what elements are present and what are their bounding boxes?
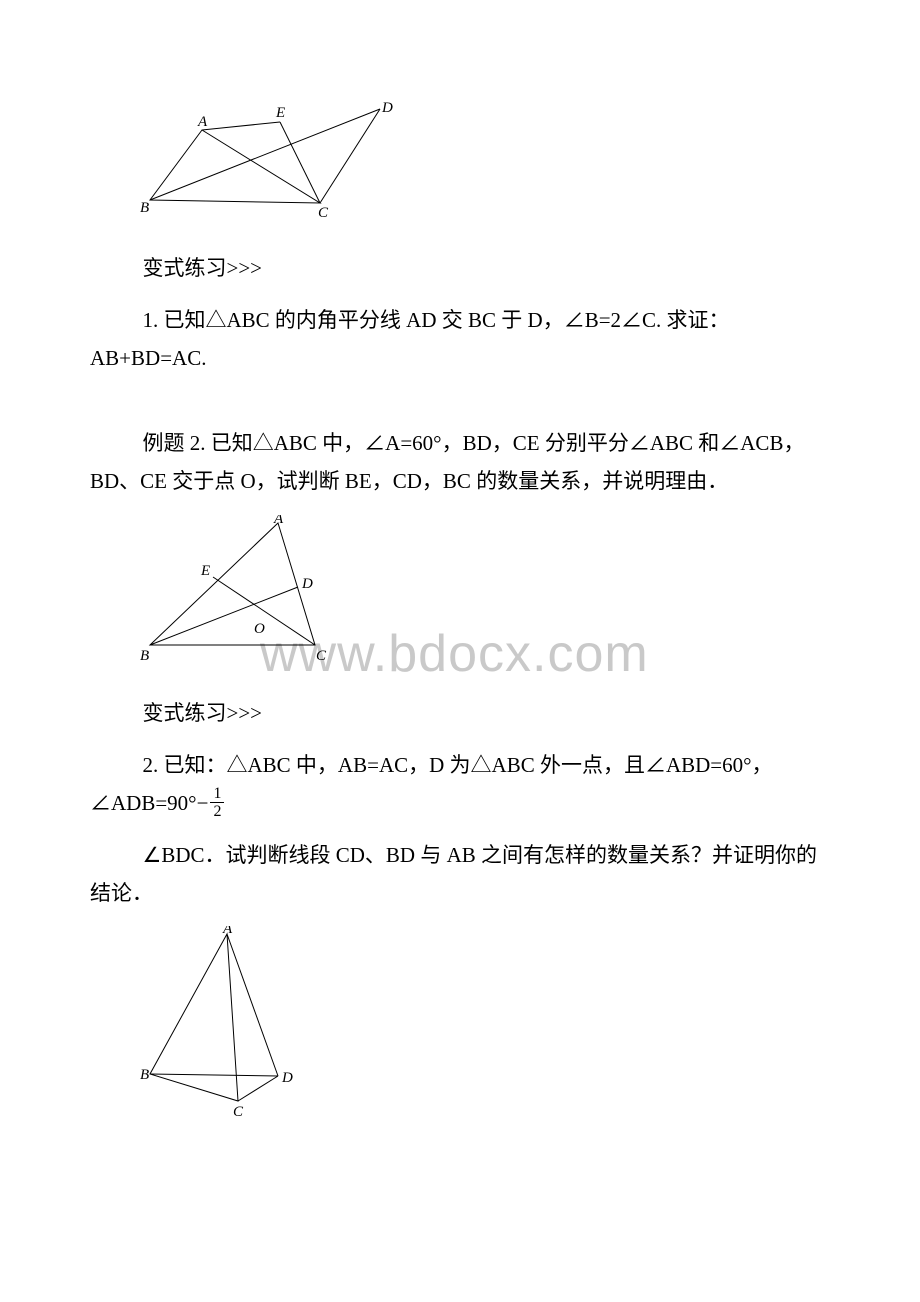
figure-2: A B C D E O <box>140 515 830 665</box>
label-c: C <box>318 205 329 220</box>
label-b2: B <box>140 648 149 664</box>
fraction-num: 1 <box>210 785 224 804</box>
section2-heading: 变式练习>>> <box>90 695 830 733</box>
fraction-den: 2 <box>210 803 224 821</box>
label-d3: D <box>281 1070 293 1086</box>
label-c3: C <box>233 1104 244 1116</box>
label-e2: E <box>200 563 210 579</box>
figure-3: A B C D <box>140 926 830 1116</box>
label-e: E <box>275 105 285 121</box>
label-a2: A <box>273 515 284 527</box>
example2-text: 例题 2. 已知△ABC 中，∠A=60°，BD，CE 分别平分∠ABC 和∠A… <box>90 425 830 501</box>
problem2-part1: 2. 已知：△ABC 中，AB=AC，D 为△ABC 外一点，且∠ABD=60°… <box>90 753 773 815</box>
label-a: A <box>197 114 208 130</box>
label-b: B <box>140 200 149 216</box>
fraction-half: 12 <box>210 785 224 821</box>
label-d: D <box>381 100 393 116</box>
label-c2: C <box>316 648 327 664</box>
label-a3: A <box>222 926 233 937</box>
label-b3: B <box>140 1067 149 1083</box>
figure-1: A B C D E <box>140 100 830 220</box>
section1-heading: 变式练习>>> <box>90 250 830 288</box>
label-o2: O <box>254 621 265 637</box>
section2-problem-line1: 2. 已知：△ABC 中，AB=AC，D 为△ABC 外一点，且∠ABD=60°… <box>90 747 830 823</box>
label-d2: D <box>301 576 313 592</box>
section2-problem-line2: ∠BDC．试判断线段 CD、BD 与 AB 之间有怎样的数量关系？并证明你的结论… <box>90 837 830 913</box>
section1-problem: 1. 已知△ABC 的内角平分线 AD 交 BC 于 D，∠B=2∠C. 求证：… <box>90 302 830 378</box>
